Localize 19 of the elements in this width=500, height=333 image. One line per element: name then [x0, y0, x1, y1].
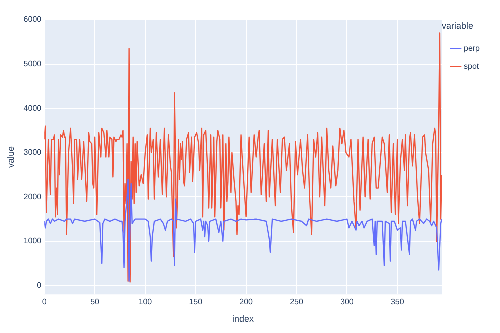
x-tick-label: 250 [290, 298, 304, 307]
x-tick-label: 100 [138, 298, 153, 307]
y-axis-title: value [6, 146, 16, 168]
x-axis-title: index [232, 314, 255, 324]
x-tick-label: 50 [90, 298, 100, 307]
x-tick-label: 200 [240, 298, 254, 307]
legend-label: perp [464, 44, 481, 54]
y-tick-label: 0 [37, 280, 42, 290]
y-tick-label: 1000 [24, 236, 42, 246]
y-tick-label: 2000 [24, 192, 42, 202]
legend-label: spot [464, 62, 480, 72]
y-tick-label: 6000 [24, 15, 42, 24]
x-tick-label: 300 [340, 298, 354, 307]
y-tick-label: 4000 [24, 104, 42, 113]
y-tick-label: 5000 [24, 59, 42, 68]
legend-title: variable [442, 20, 474, 31]
x-tick-label: 150 [189, 298, 204, 307]
x-tick-label: 350 [390, 298, 405, 307]
y-tick-label: 3000 [24, 148, 42, 158]
